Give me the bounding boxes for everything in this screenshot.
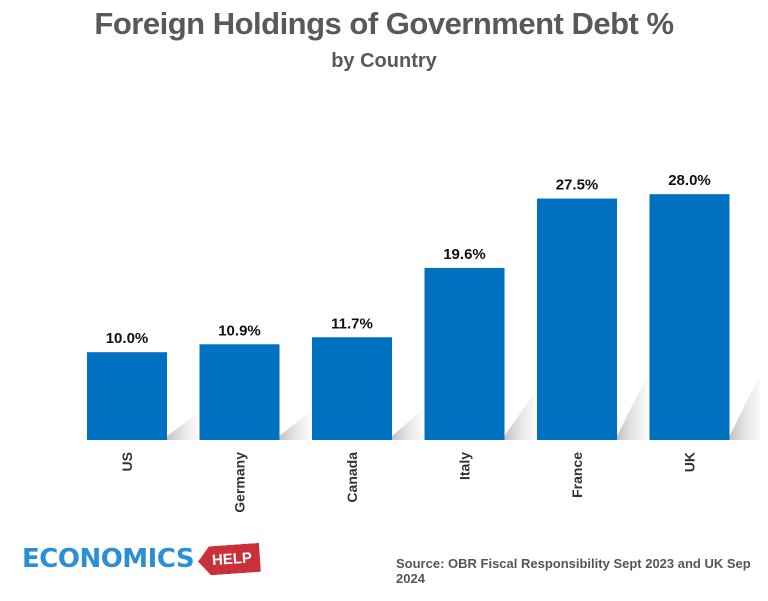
data-label: 10.9% (218, 322, 261, 339)
data-label: 28.0% (668, 172, 711, 189)
x-tick-label: UK (682, 452, 698, 472)
data-label: 27.5% (556, 177, 599, 194)
x-tick-label: Italy (457, 452, 473, 480)
bar-france (537, 198, 617, 440)
x-tick-label: Canada (344, 452, 360, 503)
bar-shadow (279, 412, 310, 440)
economics-help-logo: ECONOMICS HELP (22, 544, 260, 574)
data-label: 10.0% (106, 330, 149, 347)
bar-germany (199, 344, 280, 440)
bar-shadow (167, 414, 197, 440)
bar-chart: 10.0% US 10.9% Germany 11.7% Canada 19.6% Italy… (87, 172, 760, 513)
bar-shadow (729, 376, 760, 440)
logo-tag: HELP (197, 542, 261, 575)
data-label: 19.6% (443, 246, 486, 263)
data-label: 11.7% (331, 315, 373, 332)
bar-canada (312, 337, 392, 440)
bar-us (87, 352, 167, 440)
x-tick-label: US (119, 452, 135, 471)
bar-italy (424, 267, 505, 440)
chart-subtitle: by Country (331, 50, 437, 72)
logo-text: ECONOMICS (22, 544, 195, 574)
bar-shadow (392, 410, 422, 440)
source-note: Source: OBR Fiscal Responsibility Sept 2… (396, 556, 751, 586)
chart-title: Foreign Holdings of Government Debt % (94, 6, 674, 41)
bar-shadow (504, 392, 535, 440)
bar-shadow (617, 376, 647, 440)
x-tick-label: Germany (232, 452, 248, 513)
bar-uk (649, 194, 730, 440)
x-tick-label: France (569, 452, 585, 498)
